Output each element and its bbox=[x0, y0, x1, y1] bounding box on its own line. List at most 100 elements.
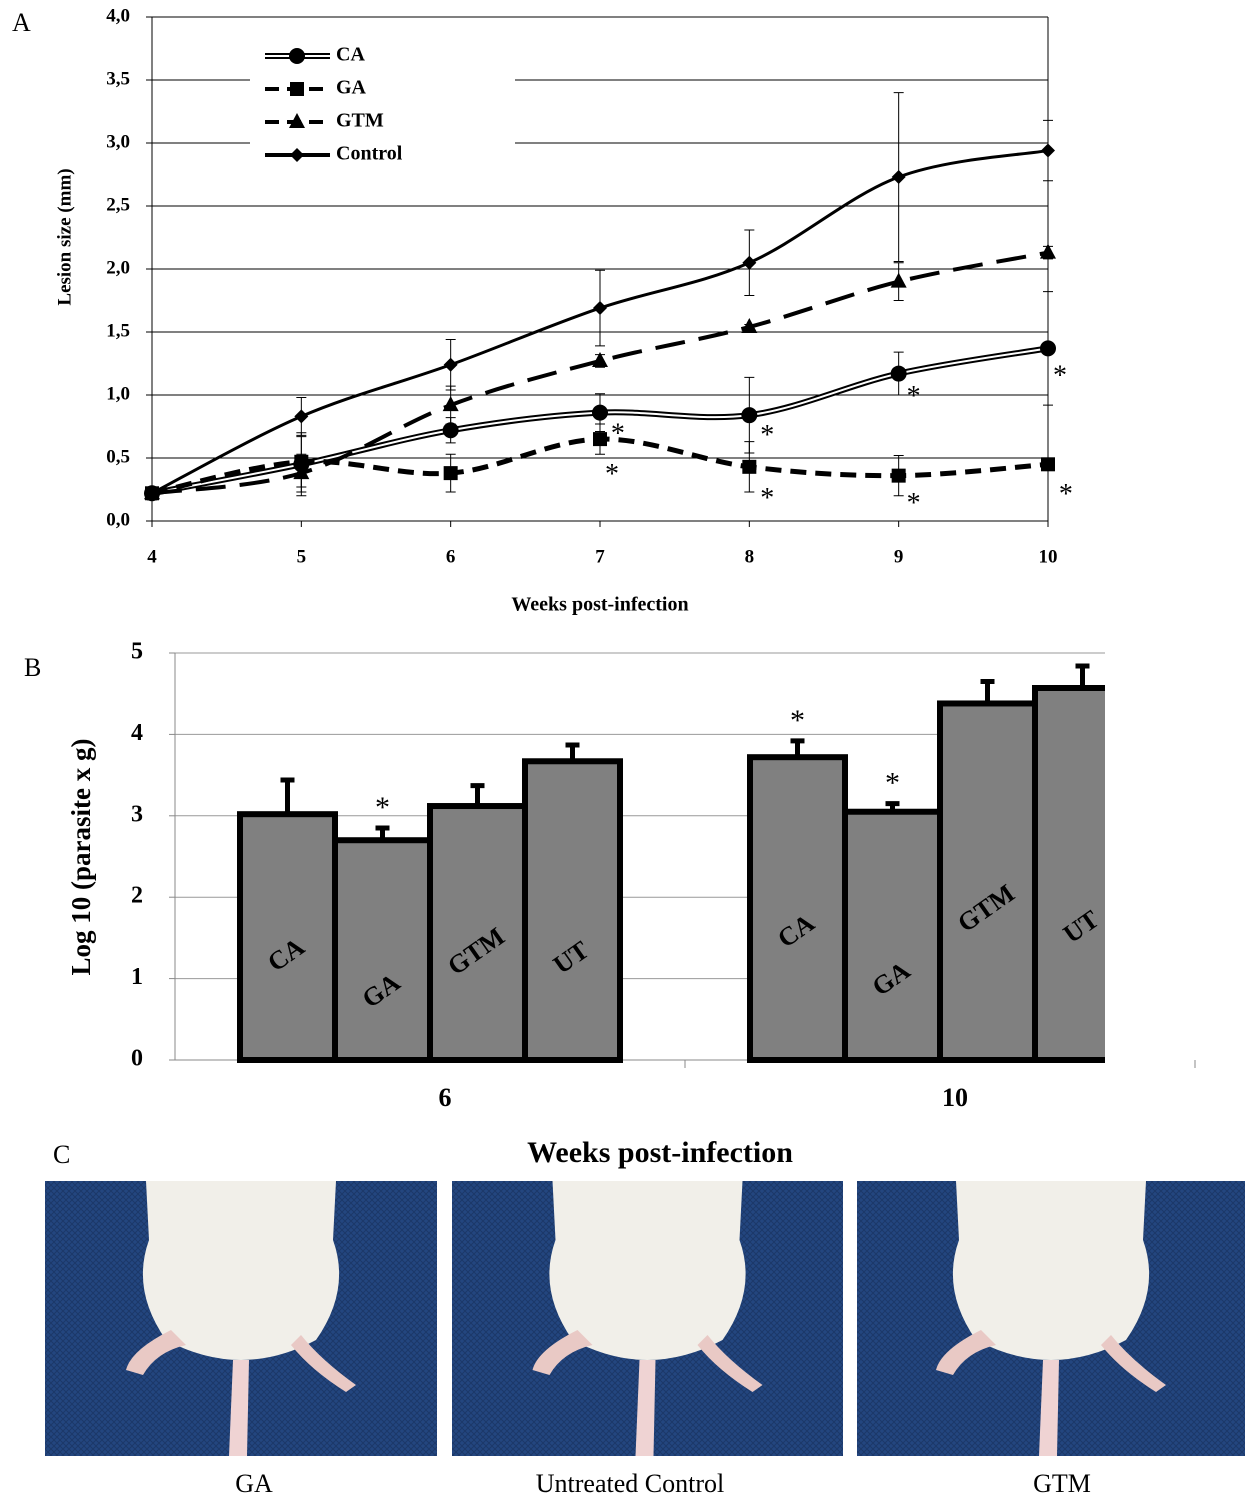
marker bbox=[443, 466, 458, 481]
legend-label: GTM bbox=[336, 110, 384, 132]
annotation: * bbox=[611, 419, 625, 450]
marker bbox=[145, 486, 159, 501]
marker bbox=[1040, 243, 1056, 259]
marker bbox=[294, 409, 309, 424]
mouse-leg bbox=[126, 1330, 186, 1375]
y-tick-label: 4 bbox=[131, 720, 143, 746]
y-tick-label: 1 bbox=[131, 964, 143, 990]
photo-caption: GA bbox=[235, 1469, 273, 1498]
error-bar bbox=[280, 777, 295, 815]
marker bbox=[742, 459, 757, 474]
y-axis-title: Lesion size (mm) bbox=[54, 168, 75, 305]
legend-label: Control bbox=[336, 143, 403, 165]
mouse-tail bbox=[1039, 1360, 1059, 1456]
legend: CA GA GTM Control bbox=[250, 38, 515, 173]
marker bbox=[1041, 457, 1055, 472]
marker bbox=[289, 113, 305, 128]
mouse-body bbox=[549, 1181, 746, 1360]
panel-label: C bbox=[53, 1140, 70, 1169]
marker bbox=[293, 464, 310, 480]
error-bar bbox=[980, 678, 995, 704]
photo-panel: C GA Untreated Control GTM bbox=[45, 1140, 1245, 1498]
marker bbox=[1041, 143, 1055, 158]
x-axis-title: Weeks post-infection bbox=[527, 1136, 793, 1169]
x-axis-title: Weeks post-infection bbox=[511, 594, 688, 616]
annotation: * bbox=[375, 791, 390, 824]
annotation: * bbox=[790, 704, 805, 737]
annotation: * bbox=[907, 381, 921, 412]
y-tick-label: 0,5 bbox=[106, 446, 130, 467]
y-tick-label: 4,0 bbox=[106, 5, 130, 26]
bar bbox=[842, 808, 943, 1063]
marker bbox=[741, 317, 758, 333]
error-bar bbox=[470, 783, 485, 807]
y-tick-label: 1,0 bbox=[106, 383, 130, 404]
mouse-leg bbox=[532, 1330, 593, 1375]
marker bbox=[891, 170, 906, 185]
x-tick-label: 8 bbox=[745, 546, 755, 567]
mouse-leg bbox=[291, 1335, 356, 1392]
marker bbox=[593, 432, 607, 447]
bar bbox=[522, 758, 623, 1064]
x-tick-label: 7 bbox=[595, 546, 605, 567]
marker bbox=[290, 148, 304, 162]
photo-caption: GTM bbox=[1033, 1469, 1091, 1498]
marker bbox=[890, 272, 907, 288]
marker bbox=[891, 468, 906, 483]
mouse-body bbox=[952, 1181, 1150, 1360]
marker bbox=[742, 255, 757, 270]
annotation: * bbox=[907, 488, 921, 519]
x-tick-label: 10 bbox=[1039, 546, 1058, 567]
bar bbox=[427, 803, 528, 1063]
mouse-tail bbox=[635, 1360, 656, 1456]
marker bbox=[593, 301, 607, 316]
photo bbox=[857, 1181, 1245, 1456]
bar bbox=[1032, 685, 1105, 1063]
y-tick-label: 2,5 bbox=[106, 194, 130, 215]
marker bbox=[592, 404, 608, 421]
photo bbox=[45, 1181, 437, 1456]
annotation: * bbox=[885, 766, 900, 799]
panel-label: B bbox=[24, 653, 41, 682]
marker bbox=[289, 48, 305, 64]
y-tick-label: 3,5 bbox=[106, 68, 130, 89]
bar bbox=[332, 837, 433, 1063]
mouse-leg bbox=[936, 1330, 996, 1375]
marker bbox=[442, 422, 459, 439]
y-tick-label: 5 bbox=[131, 639, 143, 665]
legend-label: CA bbox=[336, 44, 365, 66]
mouse-leg bbox=[1101, 1335, 1166, 1392]
mouse-tail bbox=[229, 1360, 249, 1456]
annotation: * bbox=[760, 420, 774, 451]
marker bbox=[592, 351, 608, 367]
y-tick-label: 1,5 bbox=[106, 320, 130, 341]
marker bbox=[442, 396, 459, 412]
photo-caption: Untreated Control bbox=[536, 1469, 724, 1498]
y-tick-label: 2 bbox=[131, 883, 143, 909]
panel-label: A bbox=[12, 8, 31, 37]
legend-label: GA bbox=[336, 77, 367, 99]
error-bar bbox=[1075, 663, 1090, 689]
bar bbox=[747, 754, 848, 1064]
marker bbox=[1040, 340, 1056, 357]
x-tick-label: 9 bbox=[894, 546, 904, 567]
x-tick-label: 6 bbox=[446, 546, 456, 567]
y-tick-label: 3 bbox=[131, 801, 143, 827]
mouse-body bbox=[142, 1181, 340, 1360]
y-tick-label: 0,0 bbox=[106, 509, 130, 530]
marker bbox=[890, 365, 907, 382]
annotation: * bbox=[1059, 479, 1073, 510]
x-tick-label: 10 bbox=[942, 1083, 968, 1112]
x-tick-label: 6 bbox=[439, 1083, 452, 1112]
y-tick-label: 3,0 bbox=[106, 131, 130, 152]
x-tick-label: 4 bbox=[147, 546, 157, 567]
marker bbox=[443, 357, 458, 372]
y-tick-label: 2,0 bbox=[106, 257, 130, 278]
marker bbox=[290, 82, 304, 96]
photo bbox=[452, 1181, 843, 1456]
bar bbox=[237, 811, 338, 1063]
annotation: * bbox=[605, 459, 619, 490]
